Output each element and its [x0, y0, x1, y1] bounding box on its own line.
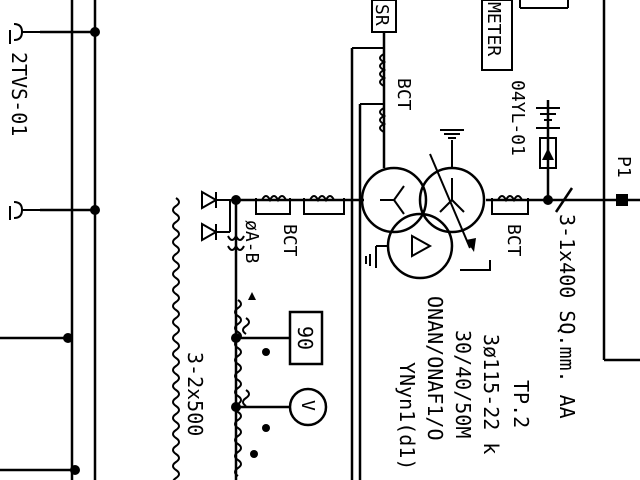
arrester-symbols	[201, 190, 236, 242]
label-sr: SR	[371, 4, 392, 26]
label-bct-left: BCT	[279, 224, 300, 257]
relay-90-label: 90	[293, 326, 317, 350]
yl-arrester	[536, 100, 560, 200]
meter-box	[481, 0, 569, 71]
relay-90-box	[288, 310, 324, 366]
voltmeter-icon	[288, 387, 328, 427]
main-feeder-line	[236, 187, 640, 213]
voltmeter-label: V	[297, 400, 318, 411]
label-rating-2: 30/40/50M	[451, 330, 475, 438]
label-tp2: TP.2	[509, 380, 533, 428]
bct-left-coils	[255, 195, 345, 215]
label-rating-1: 3ø115-22 k	[479, 334, 503, 454]
label-rating-4: YNyn1(d1)	[395, 362, 419, 470]
lv-bus	[227, 195, 290, 480]
label-cable-400: 3-1x400 SQ.mm. AA	[555, 214, 579, 419]
label-bct-right: BCT	[503, 224, 524, 257]
label-bct-top: BCT	[393, 78, 414, 111]
label-phase-ab: øA-B	[241, 220, 262, 263]
left-bus-section	[0, 0, 100, 480]
label-2tvs-01: 2TVS-01	[7, 52, 31, 136]
transformer-symbol	[360, 129, 491, 280]
label-04yl-01: 04YL-01	[507, 80, 528, 156]
label-rating-3: ONAN/ONAF1/O	[423, 296, 447, 441]
label-p1: P1	[613, 156, 634, 178]
right-boundary	[602, 0, 640, 362]
bct-right-coils	[491, 195, 529, 215]
label-cable-500: 3-2x500	[183, 352, 207, 436]
sr-box	[350, 0, 397, 480]
label-meter: METER	[483, 2, 504, 56]
